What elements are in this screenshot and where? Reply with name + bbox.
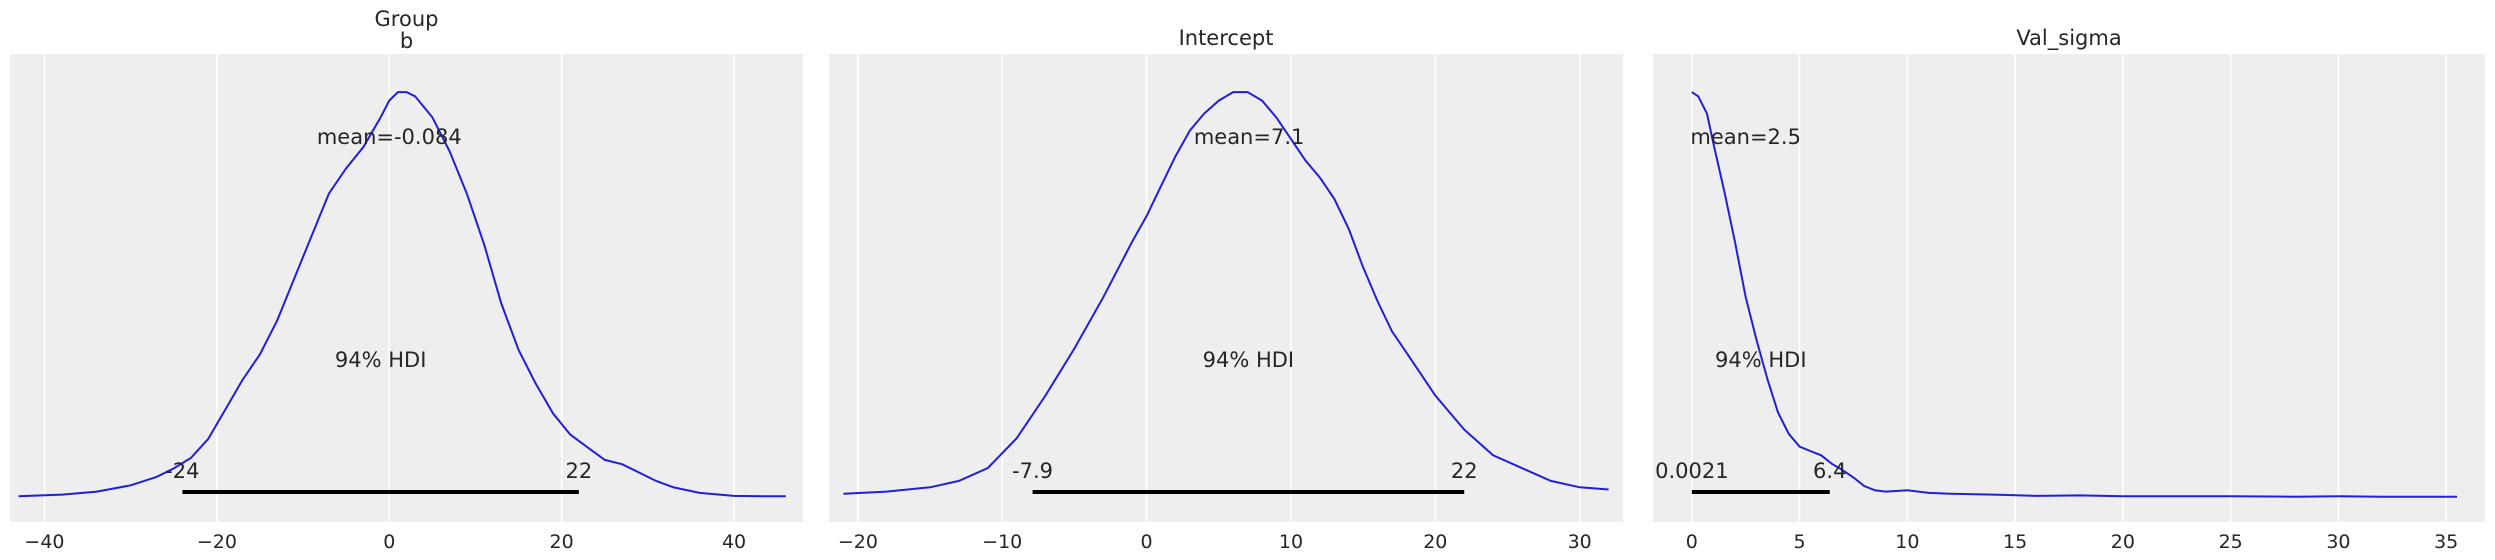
hdi-label: 94% HDI — [1715, 348, 1807, 372]
x-tick-label: 0 — [1686, 531, 1698, 553]
x-tick-label: 10 — [1279, 531, 1303, 553]
x-tick-label: −20 — [197, 531, 237, 553]
hdi-label: 94% HDI — [1203, 348, 1295, 372]
plot-area — [1653, 54, 2485, 522]
panel-title: b — [400, 29, 413, 53]
x-tick-label: 20 — [1423, 531, 1447, 553]
x-tick-label: −40 — [24, 531, 64, 553]
hdi-low-label: -24 — [165, 459, 199, 483]
plot-area — [829, 54, 1623, 522]
x-tick-label: 10 — [1895, 531, 1919, 553]
mean-label: mean=-0.084 — [317, 125, 462, 149]
x-tick-label: 30 — [1568, 531, 1592, 553]
x-tick-label: 25 — [2219, 531, 2243, 553]
panel-title: Intercept — [1179, 26, 1274, 50]
density-curve — [1691, 91, 2457, 498]
density-curve — [18, 91, 786, 498]
hdi-high-label: 22 — [1451, 459, 1478, 483]
hdi-low-label: 0.0021 — [1655, 459, 1728, 483]
x-tick-label: 0 — [1141, 531, 1153, 553]
density-curve — [843, 91, 1609, 495]
panel-title: Val_sigma — [2016, 26, 2121, 51]
mean-label: mean=2.5 — [1690, 125, 1801, 149]
panel-title: Group — [375, 7, 439, 31]
x-tick-label: 30 — [2326, 531, 2350, 553]
hdi-high-label: 22 — [566, 459, 593, 483]
x-tick-label: 40 — [722, 531, 746, 553]
x-tick-label: −10 — [982, 531, 1022, 553]
x-tick-label: 0 — [383, 531, 395, 553]
mean-label: mean=7.1 — [1194, 125, 1305, 149]
hdi-low-label: -7.9 — [1012, 459, 1053, 483]
x-tick-label: 15 — [2003, 531, 2027, 553]
hdi-label: 94% HDI — [335, 348, 427, 372]
x-tick-label: 35 — [2434, 531, 2458, 553]
x-tick-label: 5 — [1794, 531, 1806, 553]
x-tick-label: 20 — [550, 531, 574, 553]
x-tick-label: −20 — [838, 531, 878, 553]
x-tick-label: 20 — [2111, 531, 2135, 553]
plot-area — [10, 54, 803, 522]
hdi-high-label: 6.4 — [1813, 459, 1846, 483]
